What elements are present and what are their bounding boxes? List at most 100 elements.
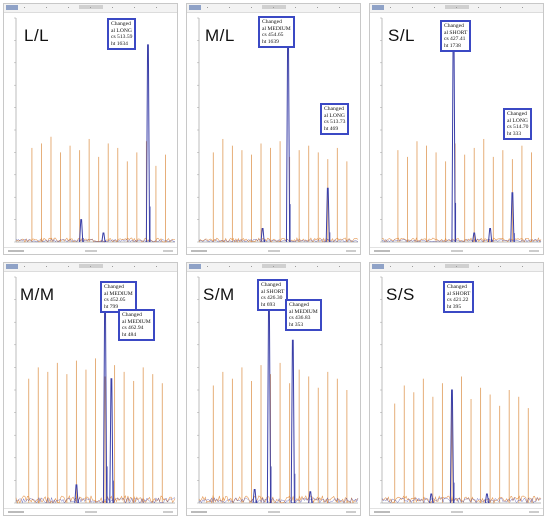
callout-line: Changed bbox=[447, 284, 467, 290]
status-footer bbox=[187, 247, 360, 254]
app-logo-icon bbox=[6, 264, 18, 269]
callout-line: cs 462.94 bbox=[122, 325, 144, 332]
callout-line: al MEDIUM bbox=[262, 25, 291, 32]
allele-callout: Changed al SHORT cs 421.22 ht 395 bbox=[443, 281, 475, 314]
allele-peak bbox=[510, 192, 515, 243]
callout-line: ht 395 bbox=[447, 303, 462, 310]
callout-line: ht 333 bbox=[507, 130, 522, 137]
baseline-noise bbox=[15, 238, 176, 243]
callout-line: Changed bbox=[507, 111, 527, 117]
genotype-label: S/L bbox=[388, 26, 416, 45]
app-logo-icon bbox=[372, 264, 384, 269]
genotype-label: S/M bbox=[203, 285, 235, 304]
allele-peak bbox=[109, 378, 114, 504]
allele-callout: Changed al MEDIUM cs 436.83 ht 353 bbox=[285, 299, 322, 332]
callout-line: ht 1639 bbox=[262, 38, 279, 45]
genotype-label: M/M bbox=[20, 285, 55, 304]
callout-line: al LONG bbox=[324, 112, 345, 119]
allele-peak bbox=[79, 219, 84, 243]
allele-callout: Changed al MEDIUM cs 462.94 ht 484 bbox=[118, 309, 155, 342]
callout-line: Changed bbox=[289, 302, 309, 308]
status-footer bbox=[370, 247, 543, 254]
allele-callout: Changed al SHORT cs 427.41 ht 1738 bbox=[440, 20, 472, 53]
callout-line: Changed bbox=[324, 106, 344, 112]
toolbar bbox=[4, 4, 177, 13]
electropherogram-plot bbox=[380, 17, 542, 243]
app-logo-icon bbox=[6, 5, 18, 10]
callout-line: cs 426.30 bbox=[261, 295, 283, 302]
chart-panel-1: L/L Changed al LONG cs 513.59 ht 1634 bbox=[3, 3, 178, 255]
chart-panel-4: M/M Changed al MEDIUM cs 452.05 ht 799 C… bbox=[3, 262, 178, 516]
callout-line: ht 353 bbox=[289, 321, 304, 328]
status-footer bbox=[370, 508, 543, 515]
allele-peak bbox=[252, 488, 257, 504]
chart-panel-2: M/L Changed al MEDIUM cs 454.65 ht 1639 … bbox=[186, 3, 361, 255]
callout-line: ht 1738 bbox=[444, 42, 461, 49]
electropherogram-plot bbox=[14, 17, 176, 243]
baseline-noise bbox=[15, 496, 176, 504]
allele-peak bbox=[266, 299, 272, 504]
baseline-noise bbox=[198, 496, 359, 504]
toolbar bbox=[187, 263, 360, 272]
callout-line: Changed bbox=[104, 284, 124, 290]
allele-callout: Changed al LONG cs 513.73 ht 469 bbox=[320, 103, 350, 136]
allele-peak bbox=[451, 24, 456, 243]
callout-line: ht 1634 bbox=[111, 40, 128, 47]
allele-callout: Changed al SHORT cs 426.30 ht 693 bbox=[257, 279, 289, 312]
allele-peak bbox=[285, 30, 291, 243]
callout-line: ht 799 bbox=[104, 303, 119, 310]
allele-callout: Changed al LONG cs 514.70 ht 333 bbox=[503, 108, 533, 141]
callout-line: al SHORT bbox=[447, 290, 471, 297]
allele-peak bbox=[325, 187, 330, 243]
app-logo-icon bbox=[189, 264, 201, 269]
allele-peak bbox=[429, 493, 434, 504]
callout-line: cs 421.22 bbox=[447, 297, 469, 304]
allele-peak bbox=[290, 339, 295, 504]
callout-line: al MEDIUM bbox=[104, 290, 133, 297]
callout-line: cs 452.05 bbox=[104, 297, 126, 304]
status-footer bbox=[187, 508, 360, 515]
toolbar bbox=[370, 4, 543, 13]
baseline-noise bbox=[15, 494, 176, 504]
callout-line: al MEDIUM bbox=[122, 318, 151, 325]
callout-line: cs 436.83 bbox=[289, 315, 311, 322]
allele-callout: Changed al LONG cs 513.59 ht 1634 bbox=[107, 18, 137, 51]
app-logo-icon bbox=[372, 5, 384, 10]
callout-line: ht 469 bbox=[324, 125, 339, 132]
allele-callout: Changed al MEDIUM cs 454.65 ht 1639 bbox=[258, 16, 295, 49]
electropherogram-plot bbox=[197, 17, 359, 243]
allele-peak bbox=[74, 484, 79, 504]
allele-peak bbox=[449, 389, 455, 504]
callout-line: Changed bbox=[122, 312, 142, 318]
allele-peak bbox=[488, 228, 493, 243]
callout-line: Changed bbox=[262, 19, 282, 25]
callout-line: cs 513.73 bbox=[324, 119, 346, 126]
status-footer bbox=[4, 508, 177, 515]
chart-panel-3: S/L Changed al SHORT cs 427.41 ht 1738 C… bbox=[369, 3, 544, 255]
chart-panel-6: S/S Changed al SHORT cs 421.22 ht 395 bbox=[369, 262, 544, 516]
callout-line: cs 513.59 bbox=[111, 34, 133, 41]
toolbar bbox=[187, 4, 360, 13]
toolbar bbox=[370, 263, 543, 272]
callout-line: Changed bbox=[444, 23, 464, 29]
callout-line: al MEDIUM bbox=[289, 308, 318, 315]
genotype-label: S/S bbox=[386, 285, 415, 304]
callout-line: al LONG bbox=[507, 117, 528, 124]
chart-panel-5: S/M Changed al SHORT cs 426.30 ht 693 Ch… bbox=[186, 262, 361, 516]
callout-line: al SHORT bbox=[261, 288, 285, 295]
allele-peak bbox=[472, 232, 477, 243]
status-footer bbox=[4, 247, 177, 254]
electropherogram-plot bbox=[197, 276, 359, 504]
app-logo-icon bbox=[189, 5, 201, 10]
baseline-noise bbox=[381, 496, 542, 504]
callout-line: al LONG bbox=[111, 27, 132, 34]
allele-peak bbox=[308, 491, 313, 504]
callout-line: ht 693 bbox=[261, 301, 276, 308]
genotype-label: M/L bbox=[205, 26, 235, 45]
callout-line: ht 484 bbox=[122, 331, 137, 338]
callout-line: cs 454.65 bbox=[262, 32, 284, 39]
allele-peak bbox=[101, 232, 106, 243]
callout-line: Changed bbox=[261, 282, 281, 288]
electropherogram-plot bbox=[380, 276, 542, 504]
callout-line: cs 427.41 bbox=[444, 36, 466, 43]
